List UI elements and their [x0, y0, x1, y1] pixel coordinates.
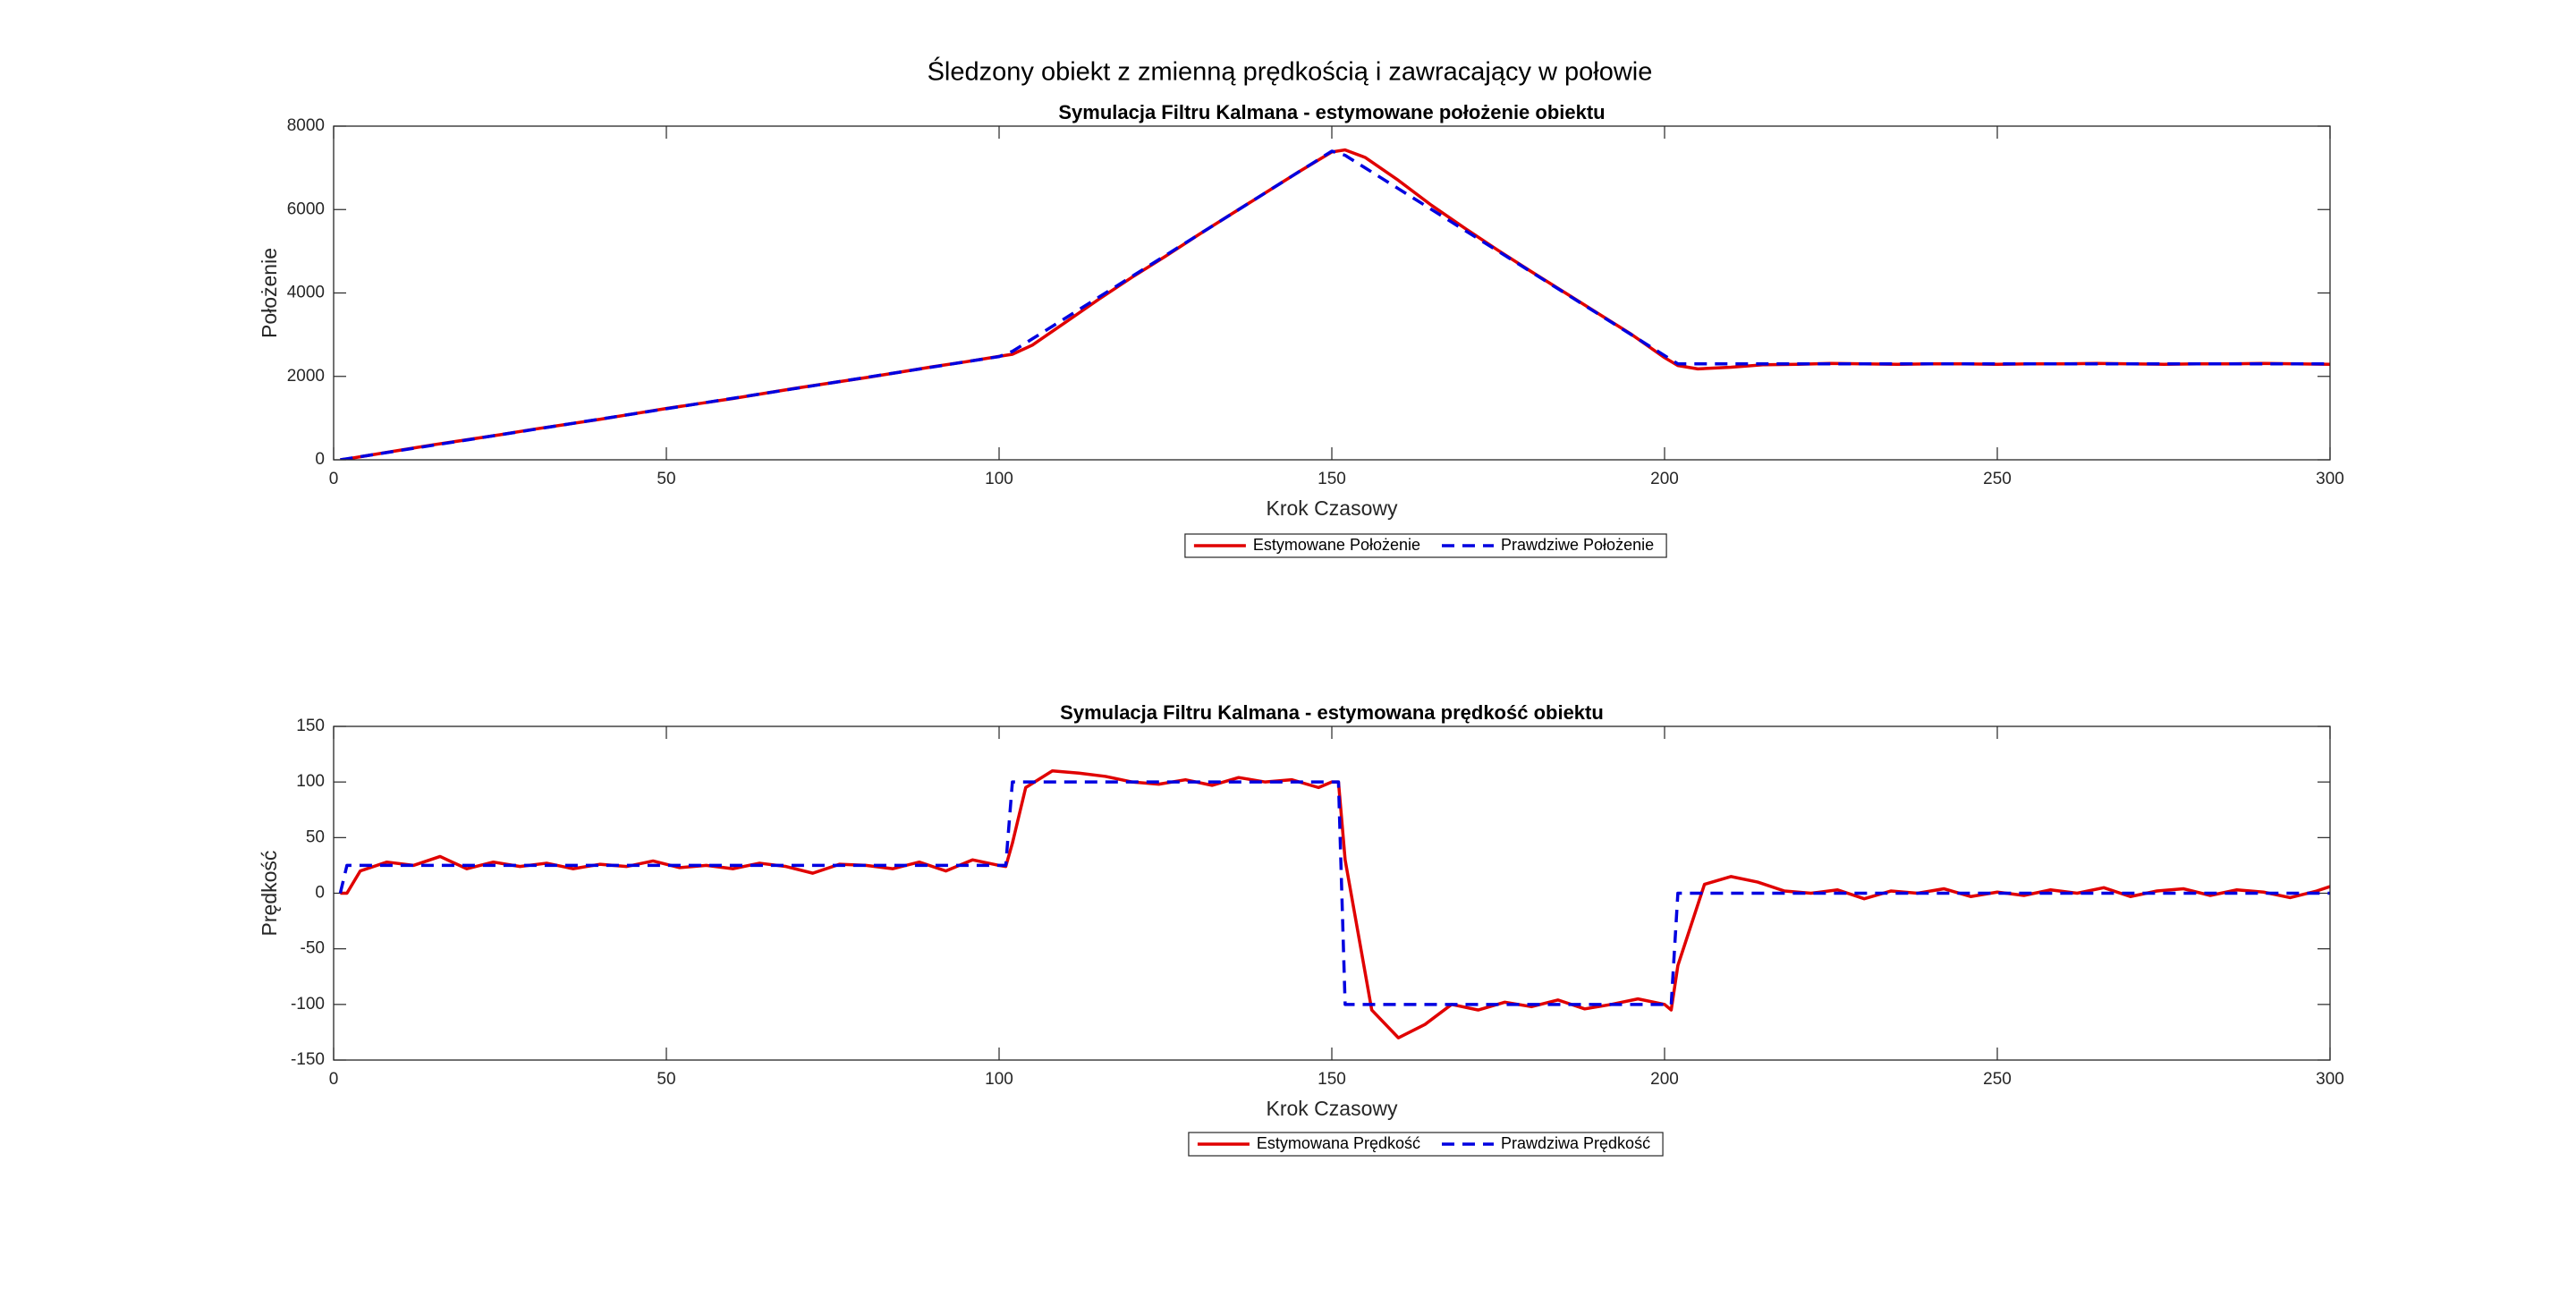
axes-box — [333, 725, 2331, 1061]
legend-box — [1184, 533, 1667, 558]
y-tick-label: 6000 — [287, 199, 325, 218]
plot-lines — [338, 768, 2330, 1039]
y-tick-label: 2000 — [287, 367, 325, 386]
x-tick-label: 100 — [985, 470, 1013, 488]
chart-title: Symulacja Filtru Kalmana - estymowane po… — [1058, 101, 1605, 123]
plot-area — [334, 126, 2330, 460]
x-tick-label: 150 — [1318, 1070, 1346, 1089]
series-line — [338, 780, 2330, 1006]
x-axis-label: Krok Czasowy — [1267, 1097, 1398, 1120]
legend-label: Prawdziwe Położenie — [1501, 536, 1654, 554]
y-axis-label: Położenie — [258, 248, 281, 338]
y-tick-label: -50 — [301, 939, 325, 958]
chart-title: Symulacja Filtru Kalmana - estymowana pr… — [1060, 701, 1604, 724]
figure-title: Śledzony obiekt z zmienną prędkością i z… — [928, 56, 1653, 87]
legend-box — [1188, 1132, 1664, 1157]
y-tick-label: 4000 — [287, 284, 325, 302]
x-tick-label: 100 — [985, 1070, 1013, 1089]
x-tick-label: 200 — [1650, 1070, 1679, 1089]
legend: Estymowane Położenie Prawdziwe Położenie — [1184, 533, 1667, 558]
y-tick-label: 0 — [315, 884, 325, 903]
x-axis-label: Krok Czasowy — [1267, 496, 1398, 520]
x-tick-label: 0 — [329, 470, 339, 488]
x-tick-label: 50 — [657, 470, 675, 488]
y-tick-label: -100 — [291, 995, 325, 1014]
x-tick-label: 250 — [1983, 470, 2012, 488]
legend-label: Prawdziwa Prędkość — [1501, 1134, 1650, 1152]
x-tick-label: 150 — [1318, 470, 1346, 488]
legend-label: Estymowana Prędkość — [1257, 1134, 1420, 1152]
x-tick-label: 50 — [657, 1070, 675, 1089]
y-tick-label: 150 — [296, 717, 325, 735]
y-tick-label: 100 — [296, 772, 325, 791]
legend-label: Estymowane Położenie — [1253, 536, 1420, 554]
x-tick-label: 300 — [2316, 470, 2344, 488]
x-tick-label: 200 — [1650, 470, 1679, 488]
x-tick-label: 300 — [2316, 1070, 2344, 1089]
y-tick-label: 8000 — [287, 116, 325, 135]
plot-lines — [340, 148, 2330, 460]
y-tick-label: -150 — [291, 1050, 325, 1069]
x-tick-label: 0 — [329, 1070, 339, 1089]
y-tick-label: 50 — [306, 827, 325, 846]
y-axis-label: Prędkość — [258, 851, 281, 937]
legend: Estymowana Prędkość Prawdziwa Prędkość — [1188, 1132, 1664, 1157]
axes-box — [333, 125, 2331, 461]
x-tick-label: 250 — [1983, 1070, 2012, 1089]
y-tick-label: 0 — [315, 450, 325, 469]
series-line — [340, 149, 2330, 460]
